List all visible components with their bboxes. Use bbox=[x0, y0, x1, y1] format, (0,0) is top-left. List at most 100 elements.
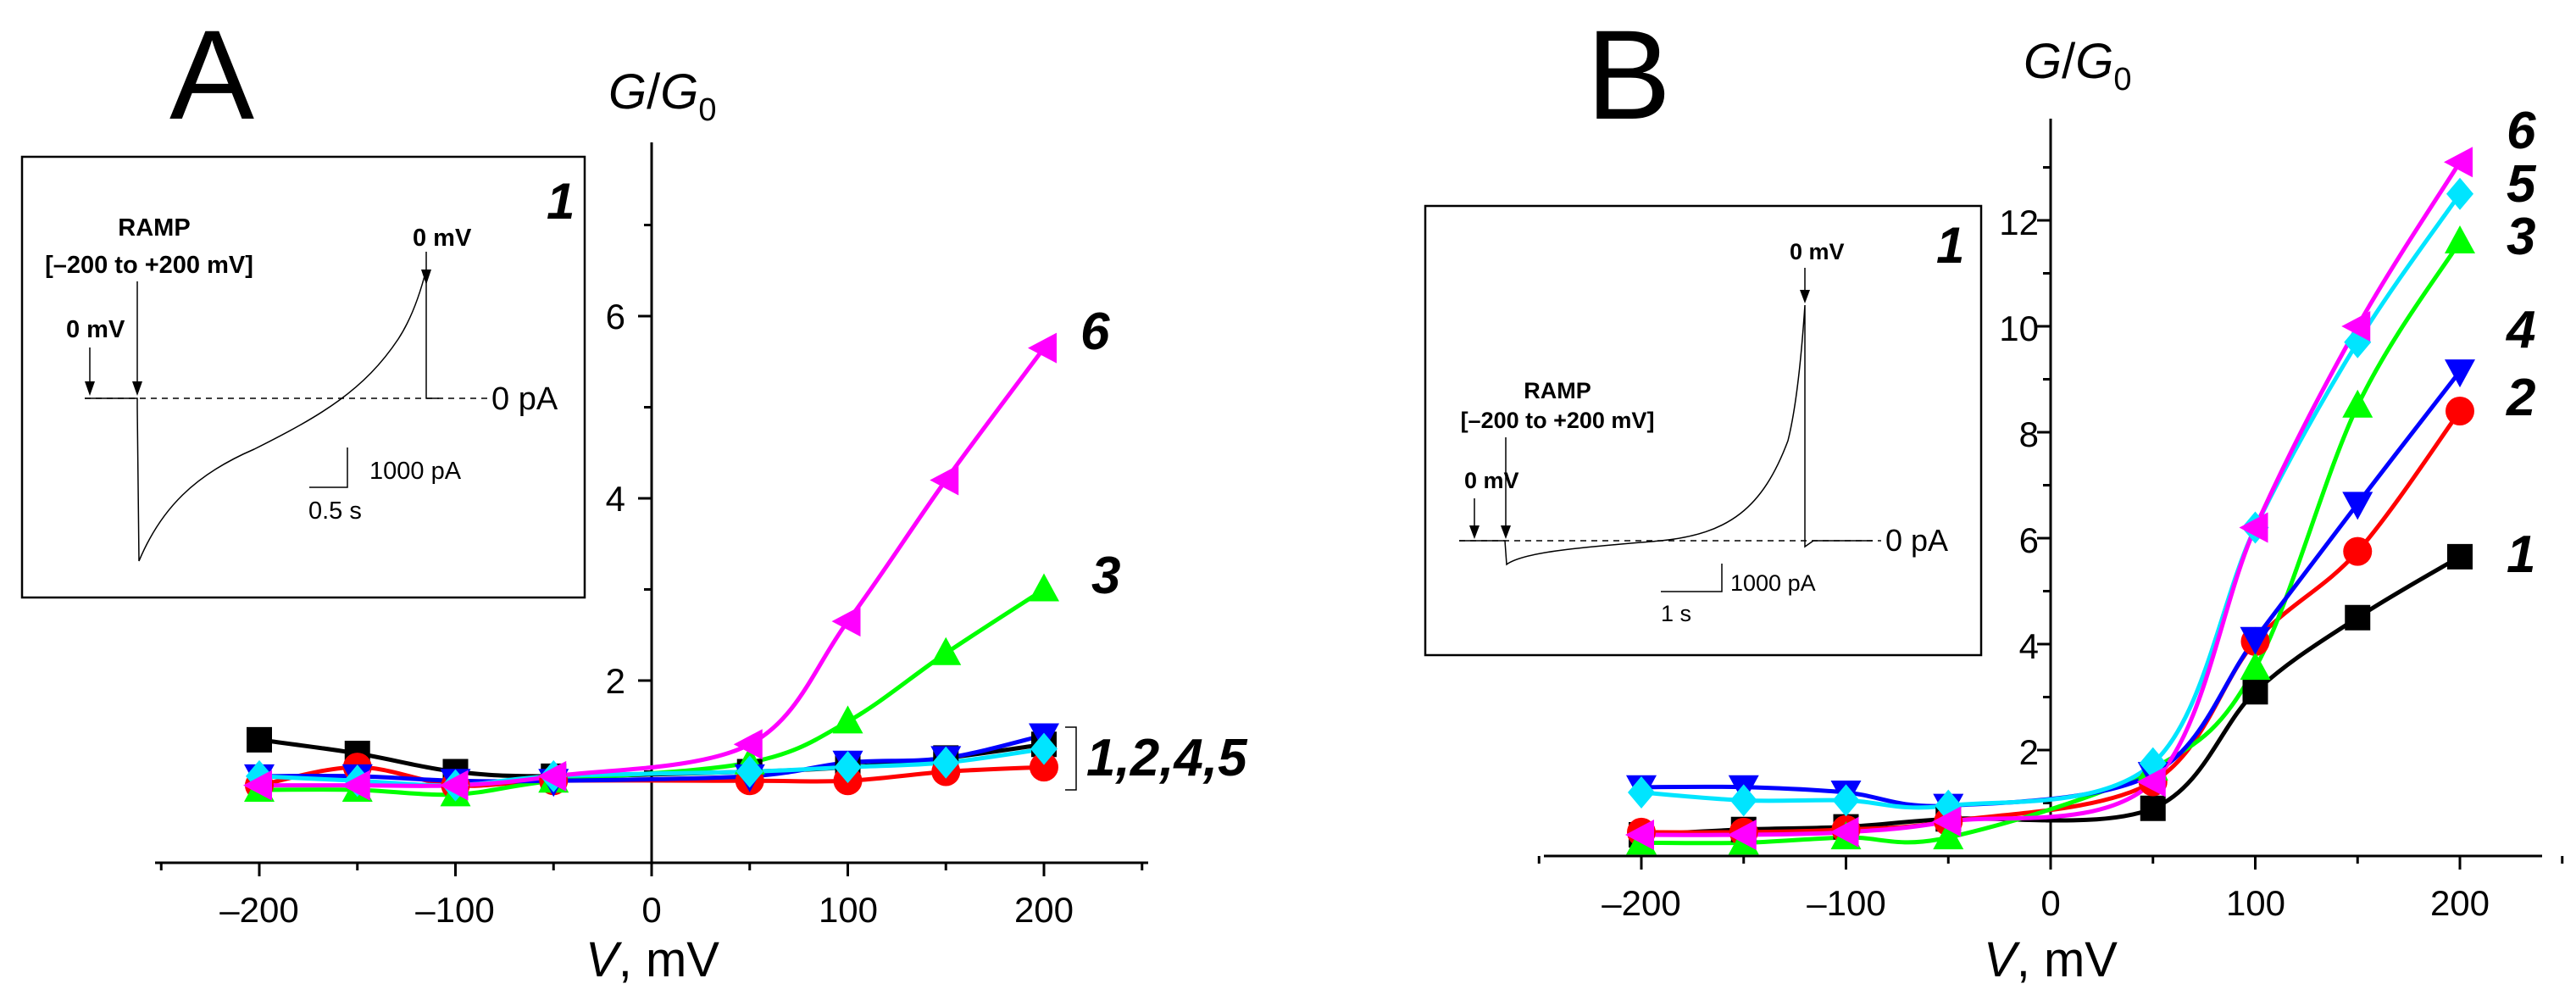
panel-a-group-label: 1,2,4,5 bbox=[1086, 729, 1248, 787]
panel-b-inset: 1 0 mV RAMP [–200 to +200 mV] 0 mV 0 pA … bbox=[1424, 204, 1983, 657]
panel-b-series-label-6: 6 bbox=[2507, 102, 2536, 160]
panel-a-inset-end-arrowhead bbox=[421, 270, 431, 285]
series-4-point bbox=[2342, 492, 2373, 520]
panel-a-inset-end-label: 0 mV bbox=[413, 225, 472, 252]
panel-a-inset-start-label: 0 mV bbox=[66, 316, 125, 343]
series-6-point bbox=[1829, 816, 1859, 848]
panel-b-series-label-3: 3 bbox=[2507, 208, 2535, 266]
series-6-point bbox=[831, 606, 861, 637]
series-3-point bbox=[1933, 821, 1964, 850]
series-6-point bbox=[2239, 512, 2268, 543]
panel-b-inset-scale-time: 1 s bbox=[1661, 601, 1691, 626]
series-6-point bbox=[537, 760, 567, 792]
panel-b-y-axis-title: G/G0 bbox=[2024, 34, 2132, 97]
panel-b-xtick-label: 0 bbox=[2040, 883, 2060, 923]
series-4-point bbox=[2445, 359, 2475, 388]
panel-a-inset-baseline-label: 0 pA bbox=[491, 381, 558, 417]
panel-a-xtick-label: 0 bbox=[641, 890, 661, 930]
series-6-point bbox=[2136, 766, 2166, 798]
series-4-line bbox=[258, 733, 1045, 784]
panel-b-inset-trace bbox=[1459, 304, 1873, 566]
panel-b-xtick-label: 100 bbox=[2226, 883, 2285, 923]
panel-b-series-label-2: 2 bbox=[2506, 369, 2535, 427]
series-6-point bbox=[439, 770, 469, 801]
series-5-point bbox=[736, 755, 763, 788]
panel-a-ytick-label: 2 bbox=[606, 661, 625, 701]
panel-b-ytick-label: 2 bbox=[2019, 732, 2039, 772]
panel-a-y-axis-title: G/G0 bbox=[608, 64, 717, 128]
panel-a-inset-number: 1 bbox=[547, 173, 575, 230]
panel-a-ticks bbox=[159, 224, 1144, 876]
panel-a-series-label-3: 3 bbox=[1091, 547, 1120, 605]
panel-b-series-label-5: 5 bbox=[2507, 155, 2537, 214]
series-1-point bbox=[2242, 679, 2268, 705]
panel-b-inset-ramp-title: RAMP bbox=[1524, 378, 1591, 403]
series-5-point bbox=[834, 751, 862, 784]
panel-a-label: A bbox=[169, 3, 254, 146]
panel-a-ytick-label: 4 bbox=[606, 479, 625, 519]
panel-a-x-axis-title: V, mV bbox=[586, 932, 719, 987]
panel-a-xtick-label: 100 bbox=[819, 890, 878, 930]
panel-b-inset-start-label: 0 mV bbox=[1464, 468, 1519, 493]
series-3-point bbox=[2445, 225, 2475, 253]
series-2-point bbox=[2446, 397, 2474, 425]
series-6-point bbox=[2341, 311, 2371, 342]
series-1-point bbox=[2447, 543, 2473, 570]
panel-b-ytick-label: 6 bbox=[2019, 520, 2039, 560]
panel-b-inset-baseline-label: 0 pA bbox=[1885, 523, 1948, 558]
panel-b: B –200 –100 0 100 200 2 4 6 8 10 12 V, m… bbox=[1424, 3, 2564, 987]
series-6-point bbox=[1932, 806, 1962, 837]
panel-a-series-label-6: 6 bbox=[1080, 303, 1110, 361]
panel-a-inset-frame bbox=[20, 155, 586, 599]
series-5-line bbox=[258, 747, 1045, 788]
panel-b-ytick-label: 12 bbox=[1999, 203, 2039, 242]
series-3-point bbox=[832, 705, 863, 734]
panel-a-inset-ramp-range: [–200 to +200 mV] bbox=[45, 252, 253, 279]
series-5-point bbox=[932, 746, 960, 779]
series-2-point bbox=[2343, 536, 2373, 566]
series-6-point bbox=[341, 770, 370, 801]
panel-a-inset-scale-bar bbox=[309, 447, 348, 488]
panel-b-ytick-label: 10 bbox=[1999, 308, 2039, 348]
series-6-point bbox=[1028, 332, 1057, 364]
panel-b-ytick-label: 8 bbox=[2019, 414, 2039, 454]
panel-b-ticks bbox=[1537, 166, 2564, 870]
series-3-point bbox=[930, 636, 962, 665]
panel-a-inset-trace bbox=[85, 269, 439, 562]
panel-a-xtick-label: –200 bbox=[219, 890, 298, 930]
panel-b-inset-ramp-arrowhead bbox=[1501, 525, 1511, 539]
panel-a-inset-ramp-title: RAMP bbox=[118, 214, 190, 242]
series-4-point bbox=[2240, 626, 2271, 655]
panel-a-group-bracket bbox=[1065, 726, 1077, 791]
series-1-line bbox=[1641, 554, 2462, 837]
panel-a-plot-area bbox=[243, 332, 1059, 807]
series-6-point bbox=[1625, 820, 1654, 850]
series-3-point bbox=[2240, 652, 2271, 681]
panel-a-xtick-label: –100 bbox=[415, 890, 494, 930]
panel-b-x-axis-title: V, mV bbox=[1984, 932, 2118, 987]
panel-b-inset-scale-bar bbox=[1661, 564, 1723, 592]
panel-b-inset-end-label: 0 mV bbox=[1790, 239, 1845, 264]
panel-a-xtick-label: 200 bbox=[1014, 890, 1074, 930]
series-5-point bbox=[1030, 732, 1058, 765]
panel-b-inset-frame bbox=[1424, 204, 1983, 657]
panel-b-xtick-label: –100 bbox=[1807, 883, 1885, 923]
panel-b-series-label-4: 4 bbox=[2505, 301, 2535, 359]
panel-a-ytick-label: 6 bbox=[606, 297, 625, 336]
panel-a-inset-ramp-arrowhead bbox=[132, 381, 142, 396]
panel-b-inset-start-arrowhead bbox=[1469, 525, 1480, 539]
series-6-point bbox=[930, 464, 959, 496]
panel-a-inset: 1 RAMP [–200 to +200 mV] 0 mV 0 mV 0 pA … bbox=[20, 155, 586, 599]
series-2-point bbox=[1030, 753, 1058, 782]
series-3-point bbox=[2342, 389, 2373, 418]
series-1-point bbox=[247, 726, 272, 753]
panel-a-inset-scale-current: 1000 pA bbox=[369, 458, 462, 485]
series-1-point bbox=[2345, 604, 2371, 631]
series-5-point bbox=[1832, 784, 1860, 817]
series-5-point bbox=[1729, 784, 1757, 817]
panel-b-xtick-label: –200 bbox=[1602, 883, 1680, 923]
panel-b-inset-end-arrowhead bbox=[1800, 290, 1810, 303]
series-5-point bbox=[1628, 776, 1655, 809]
panel-b-inset-ramp-range: [–200 to +200 mV] bbox=[1461, 408, 1655, 433]
